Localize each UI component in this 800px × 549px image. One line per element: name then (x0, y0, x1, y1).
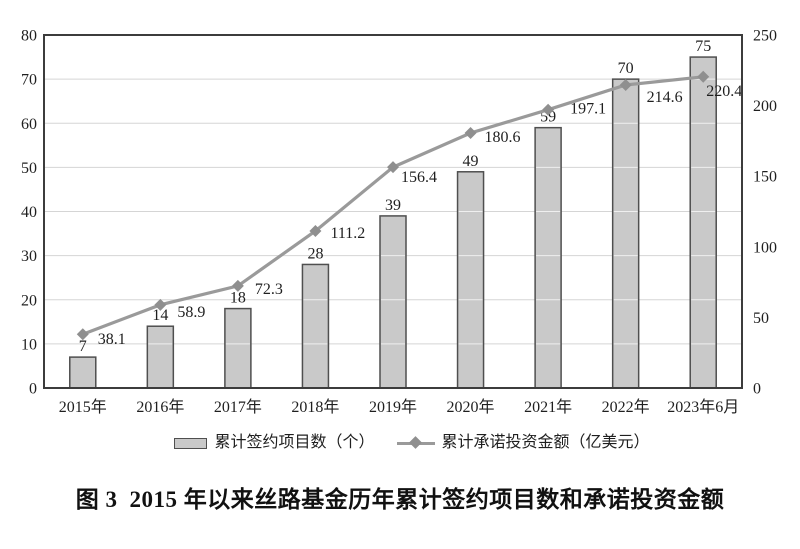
diamond-marker-icon (231, 279, 244, 292)
left-axis-tick: 70 (21, 72, 37, 89)
bar-value-label: 18 (230, 290, 246, 307)
left-axis-tick: 0 (29, 381, 37, 398)
right-axis-tick: 150 (753, 169, 777, 186)
line-diamond-swatch-icon (396, 436, 435, 450)
line-value-label: 197.1 (570, 101, 606, 118)
chart-legend: 累计签约项目数（个） 累计承诺投资金额（亿美元） (12, 434, 800, 452)
x-axis-label: 2022年 (602, 398, 650, 416)
right-axis-tick: 100 (753, 239, 777, 256)
bar-2017年 (224, 307, 252, 389)
x-axis-label: 2018年 (291, 398, 339, 416)
bar-2015年 (69, 356, 97, 389)
figure-title: 2015 年以来丝路基金历年累计签约项目数和承诺投资金额 (129, 487, 725, 512)
right-axis-tick: 250 (753, 28, 777, 45)
right-axis-tick: 200 (753, 98, 777, 115)
combo-chart: 7 14 18 28 39 49 59 70 75 38.1 58.9 72.3 111.2 156.4 1… (21, 28, 777, 417)
bar-2023年6月 (689, 56, 717, 389)
line-value-label: 156.4 (401, 169, 437, 186)
line-value-label: 220.4 (706, 83, 742, 100)
diamond-marker-icon (309, 224, 322, 237)
left-axis-tick: 50 (21, 160, 37, 177)
diamond-marker-icon (154, 298, 167, 311)
bar-value-label: 28 (307, 245, 323, 262)
legend-item-bars: 累计签约项目数（个） (174, 434, 375, 452)
diamond-marker-icon (76, 328, 89, 341)
bar-2018年 (301, 263, 330, 389)
x-axis-label: 2017年 (214, 398, 262, 416)
diamond-marker-icon (387, 161, 399, 174)
right-axis-tick: 0 (753, 381, 761, 398)
bar-value-label: 39 (385, 197, 401, 214)
legend-label-bars: 累计签约项目数（个） (214, 434, 375, 451)
right-axis-tick: 50 (753, 310, 769, 327)
figure-number: 图 3 (75, 487, 118, 512)
bar-value-label: 7 (79, 338, 87, 355)
bar-2020年 (456, 171, 485, 389)
diamond-marker-icon (542, 103, 555, 116)
line-value-label: 58.9 (177, 304, 205, 321)
line-value-label: 180.6 (485, 129, 521, 146)
bar-value-label: 70 (618, 60, 634, 77)
left-axis-tick: 60 (21, 116, 37, 133)
bar-value-label: 49 (463, 153, 479, 170)
diamond-marker-icon (464, 126, 477, 139)
diamond-marker-icon (408, 436, 422, 449)
plot-border (43, 34, 743, 389)
legend-label-line: 累计承诺投资金额（亿美元） (441, 434, 650, 451)
diamond-marker-icon (697, 70, 710, 83)
x-axis-label: 2019年 (369, 398, 417, 416)
legend-item-line: 累计承诺投资金额（亿美元） (396, 434, 650, 452)
line-value-label: 111.2 (330, 225, 365, 242)
left-axis-tick: 30 (21, 248, 37, 265)
line-value-label: 38.1 (98, 331, 126, 348)
left-axis-tick: 80 (21, 28, 37, 45)
x-axis-label: 2023年6月 (667, 398, 739, 416)
x-axis-label: 2015年 (59, 398, 107, 416)
x-axis-label: 2021年 (524, 398, 572, 416)
line-value-label: 72.3 (255, 281, 283, 298)
figure-caption: 图 3 2015 年以来丝路基金历年累计签约项目数和承诺投资金额 (0, 480, 800, 514)
left-axis-tick: 20 (21, 292, 37, 309)
x-axis-label: 2020年 (447, 398, 495, 416)
left-axis-tick: 10 (21, 336, 37, 353)
bar-value-label: 14 (152, 307, 168, 324)
diamond-marker-icon (619, 78, 632, 91)
bar-2016年 (146, 325, 175, 389)
bar-value-label: 59 (540, 109, 556, 126)
bar-2022年 (611, 78, 640, 389)
bar-2021年 (534, 126, 562, 389)
bar-swatch-icon (174, 437, 208, 449)
left-axis-tick: 40 (21, 204, 37, 221)
bar-2019年 (379, 215, 407, 389)
x-axis-label: 2016年 (136, 398, 184, 416)
bar-value-label: 75 (695, 38, 711, 55)
line-value-label: 214.6 (647, 89, 683, 106)
